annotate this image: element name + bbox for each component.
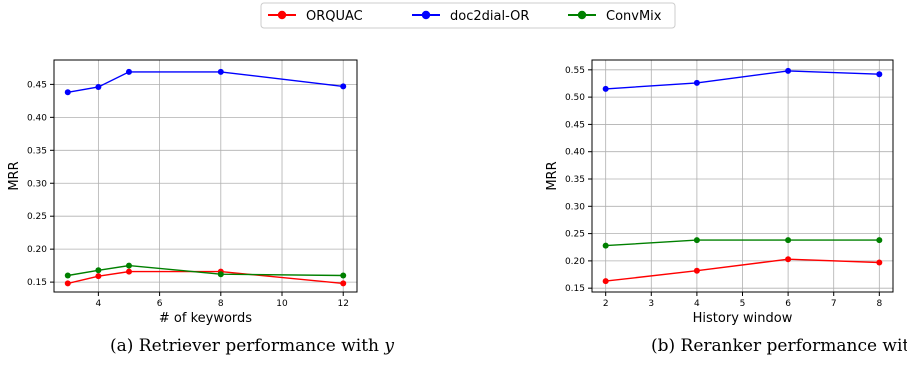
series-line-doc2dial-or xyxy=(605,70,880,90)
legend-label-0: ORQUAC xyxy=(306,9,363,24)
point-doc2dial-or-3 xyxy=(217,68,224,75)
legend-label-2: ConvMix xyxy=(606,9,662,24)
series-line-orquac xyxy=(605,258,880,282)
series-line-convmix xyxy=(605,239,880,247)
point-doc2dial-or-0 xyxy=(64,89,71,96)
x-tick-label-6: 8 xyxy=(876,299,882,309)
point-convmix-0 xyxy=(602,242,609,249)
x-tick-label-4: 12 xyxy=(338,299,349,309)
y-tick-label-0: 0.15 xyxy=(27,278,47,288)
legend: ORQUAC doc2dial-OR ConvMix xyxy=(260,2,676,29)
series-line-doc2dial-or xyxy=(67,71,344,93)
y-tick-label-6: 0.45 xyxy=(565,120,585,130)
caption-b: (b) Reranker performance with w xyxy=(651,336,907,356)
legend-label-1: doc2dial-OR xyxy=(450,9,529,24)
y-tick-label-5: 0.40 xyxy=(27,113,47,123)
x-tick-label-0: 4 xyxy=(96,299,102,309)
y-tick-label-3: 0.30 xyxy=(27,179,47,189)
point-orquac-2 xyxy=(785,256,792,263)
caption-a: (a) Retriever performance with y xyxy=(110,336,394,356)
point-orquac-1 xyxy=(693,267,700,274)
point-convmix-1 xyxy=(693,237,700,244)
point-convmix-4 xyxy=(340,272,347,279)
x-axis-label: # of keywords xyxy=(159,311,252,326)
caption-b-text: (b) Reranker performance with xyxy=(651,336,907,356)
point-doc2dial-or-4 xyxy=(340,83,347,90)
y-tick-label-0: 0.15 xyxy=(565,284,585,294)
x-axis-label: History window xyxy=(693,311,793,326)
panel-a-retriever-chart: 4 6 8 10 12 0.15 0.20 0.25 0.30 0.35 0.40 0.45 # of … xyxy=(7,59,358,326)
point-doc2dial-or-3 xyxy=(876,71,883,78)
y-tick-label-1: 0.20 xyxy=(27,245,47,255)
point-convmix-2 xyxy=(785,237,792,244)
legend-marker-2 xyxy=(577,10,587,20)
y-tick-label-2: 0.25 xyxy=(565,230,585,240)
x-tick-label-1: 3 xyxy=(648,299,654,309)
point-convmix-2 xyxy=(125,262,132,269)
y-axis-label: MRR xyxy=(7,161,22,190)
point-orquac-4 xyxy=(340,280,347,287)
y-tick-label-4: 0.35 xyxy=(565,175,585,185)
legend-marker-0 xyxy=(277,10,287,20)
point-doc2dial-or-1 xyxy=(95,84,102,91)
y-tick-label-1: 0.20 xyxy=(565,257,585,267)
x-tick-label-5: 7 xyxy=(831,299,837,309)
x-tick-label-2: 4 xyxy=(694,299,700,309)
point-doc2dial-or-0 xyxy=(602,85,609,92)
point-doc2dial-or-1 xyxy=(693,79,700,86)
x-tick-label-3: 10 xyxy=(276,299,288,309)
y-axis-label: MRR xyxy=(545,161,560,190)
x-tick-label-0: 2 xyxy=(603,299,609,309)
point-doc2dial-or-2 xyxy=(125,68,132,75)
x-tick-label-3: 5 xyxy=(740,299,746,309)
point-orquac-1 xyxy=(95,273,102,280)
y-tick-label-8: 0.55 xyxy=(565,66,585,76)
y-tick-label-3: 0.30 xyxy=(565,202,585,212)
caption-a-text: (a) Retriever performance with xyxy=(110,336,385,356)
legend-marker-1 xyxy=(421,10,431,20)
y-tick-label-4: 0.35 xyxy=(27,146,47,156)
point-doc2dial-or-2 xyxy=(785,67,792,74)
point-orquac-2 xyxy=(125,268,132,275)
y-tick-label-2: 0.25 xyxy=(27,212,47,222)
plot-frame xyxy=(53,59,358,293)
x-tick-label-4: 6 xyxy=(785,299,791,309)
y-tick-label-6: 0.45 xyxy=(27,80,47,90)
x-tick-label-2: 8 xyxy=(218,299,224,309)
y-tick-label-5: 0.40 xyxy=(565,148,585,158)
point-orquac-0 xyxy=(64,280,71,287)
caption-a-variable: y xyxy=(384,336,395,356)
point-orquac-0 xyxy=(602,278,609,285)
panel-b-reranker-chart: 2 3 4 5 6 7 8 0.15 0.20 0.25 0.30 0.35 0.40 0.45 0.50 0… xyxy=(545,59,894,326)
point-convmix-1 xyxy=(95,267,102,274)
legend-box xyxy=(260,2,676,29)
x-tick-label-1: 6 xyxy=(157,299,163,309)
point-convmix-0 xyxy=(64,272,71,279)
point-convmix-3 xyxy=(217,271,224,278)
y-tick-label-7: 0.50 xyxy=(565,93,585,103)
point-orquac-3 xyxy=(876,259,883,266)
point-convmix-3 xyxy=(876,237,883,244)
